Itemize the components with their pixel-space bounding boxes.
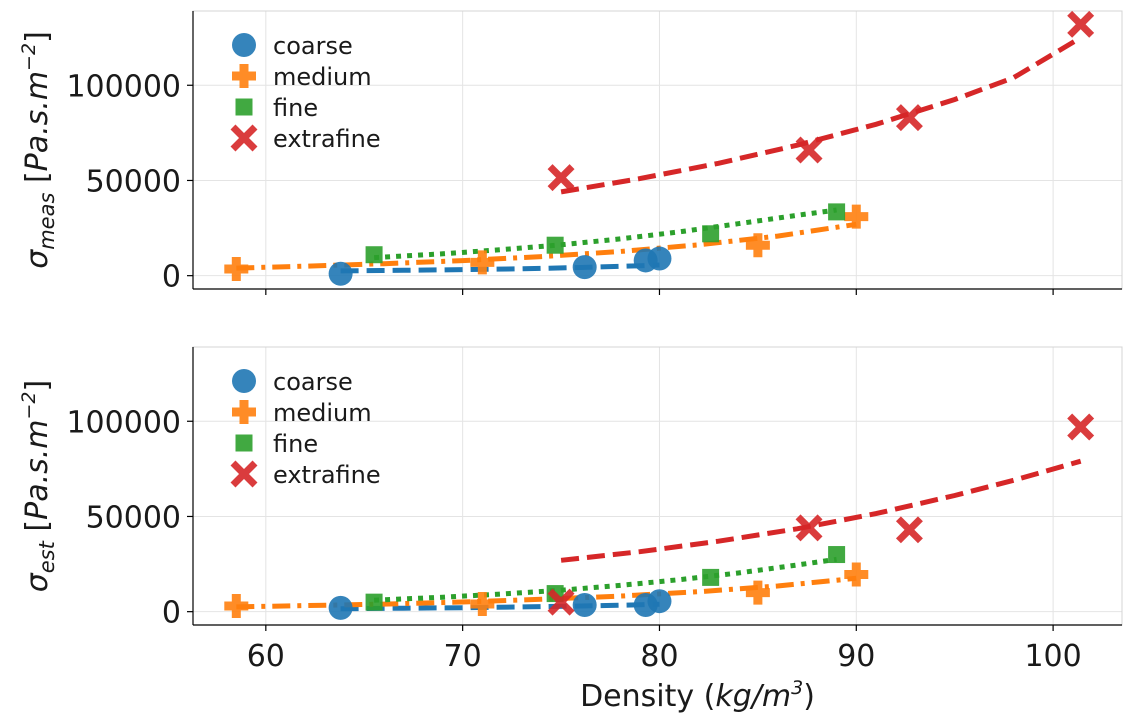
data-point — [1067, 10, 1095, 38]
data-point — [328, 261, 353, 286]
series-extrafine — [547, 10, 1095, 192]
data-point — [572, 593, 597, 618]
data-point — [230, 124, 258, 152]
data-point — [328, 595, 353, 620]
fit-line-medium — [236, 221, 857, 271]
data-point — [828, 546, 846, 564]
fit-line-fine — [373, 556, 837, 603]
data-point — [232, 64, 256, 88]
data-point — [895, 516, 923, 544]
data-point — [572, 255, 597, 280]
y-tick-label: 0 — [162, 596, 181, 631]
series-coarse — [328, 246, 672, 286]
data-point — [224, 593, 249, 618]
legend: coarse medium fine extrafine — [230, 368, 381, 489]
data-point — [647, 589, 672, 614]
data-point — [235, 434, 253, 452]
fit-line-extrafine — [560, 458, 1082, 563]
data-point — [232, 369, 256, 393]
x-tick-label: 80 — [640, 639, 678, 674]
y-tick-label: 100000 — [66, 69, 181, 104]
data-point — [844, 562, 869, 587]
data-point — [365, 246, 383, 264]
series-extrafine — [547, 413, 1095, 616]
fit-line-extrafine — [560, 35, 1082, 195]
x-tick-label: 60 — [247, 639, 285, 674]
y-axis-label: σest [Pa.s.m−2] — [18, 380, 59, 593]
legend-item-extrafine: extrafine — [230, 124, 381, 153]
legend-item-medium: medium — [232, 63, 372, 91]
data-point — [224, 257, 249, 282]
fit-line-medium — [236, 575, 857, 610]
data-point — [828, 203, 846, 221]
x-axis-label: Density (kg/m3) — [580, 677, 815, 714]
legend-item-extrafine: extrafine — [230, 460, 381, 489]
data-point — [1067, 413, 1095, 441]
data-point — [745, 233, 770, 258]
x-tick-label: 70 — [444, 639, 482, 674]
legend: coarse medium fine extrafine — [230, 32, 381, 153]
legend-label: medium — [273, 63, 372, 91]
legend-label: coarse — [273, 32, 353, 60]
data-point — [844, 204, 869, 229]
data-point — [795, 514, 823, 542]
data-point — [702, 568, 720, 586]
data-point — [232, 33, 256, 57]
data-point — [702, 225, 720, 243]
y-tick-label: 100000 — [66, 405, 181, 440]
legend-item-medium: medium — [232, 399, 372, 427]
y-tick-label: 50000 — [86, 164, 181, 199]
series-fine — [365, 546, 846, 611]
y-tick-label: 50000 — [86, 500, 181, 535]
data-point — [895, 104, 923, 132]
series-coarse — [328, 589, 672, 620]
legend-item-coarse: coarse — [232, 32, 353, 60]
data-point — [235, 98, 253, 116]
data-point — [795, 136, 823, 164]
series-fine — [365, 203, 846, 264]
data-point — [470, 250, 495, 275]
data-point — [745, 580, 770, 605]
data-point — [546, 236, 564, 254]
data-point — [232, 400, 256, 424]
data-point — [547, 588, 575, 616]
fit-line-fine — [373, 207, 837, 261]
legend-item-fine: fine — [235, 94, 318, 122]
x-tick-label: 100 — [1024, 639, 1081, 674]
data-point — [647, 246, 672, 271]
x-tick-label: 90 — [837, 639, 875, 674]
legend-label: coarse — [273, 368, 353, 396]
series-medium — [224, 562, 869, 618]
data-point — [230, 460, 258, 488]
bottom-panel: 0 50000 100000 60 70 80 90 100 coarse medium fine e… — [18, 346, 1123, 714]
legend-label: fine — [273, 430, 318, 458]
data-point — [365, 593, 383, 611]
legend-label: extrafine — [273, 461, 381, 489]
series-medium — [224, 204, 869, 282]
legend-item-fine: fine — [235, 430, 318, 458]
legend-label: extrafine — [273, 125, 381, 153]
legend-label: fine — [273, 94, 318, 122]
y-axis-label: σmeas [Pa.s.m−2] — [18, 31, 59, 269]
legend-item-coarse: coarse — [232, 368, 353, 396]
legend-label: medium — [273, 399, 372, 427]
data-point — [547, 164, 575, 192]
data-point — [470, 592, 495, 617]
y-tick-label: 0 — [162, 260, 181, 295]
top-panel: 0 50000 100000 coarse medium fine extrafine σme… — [18, 10, 1123, 295]
